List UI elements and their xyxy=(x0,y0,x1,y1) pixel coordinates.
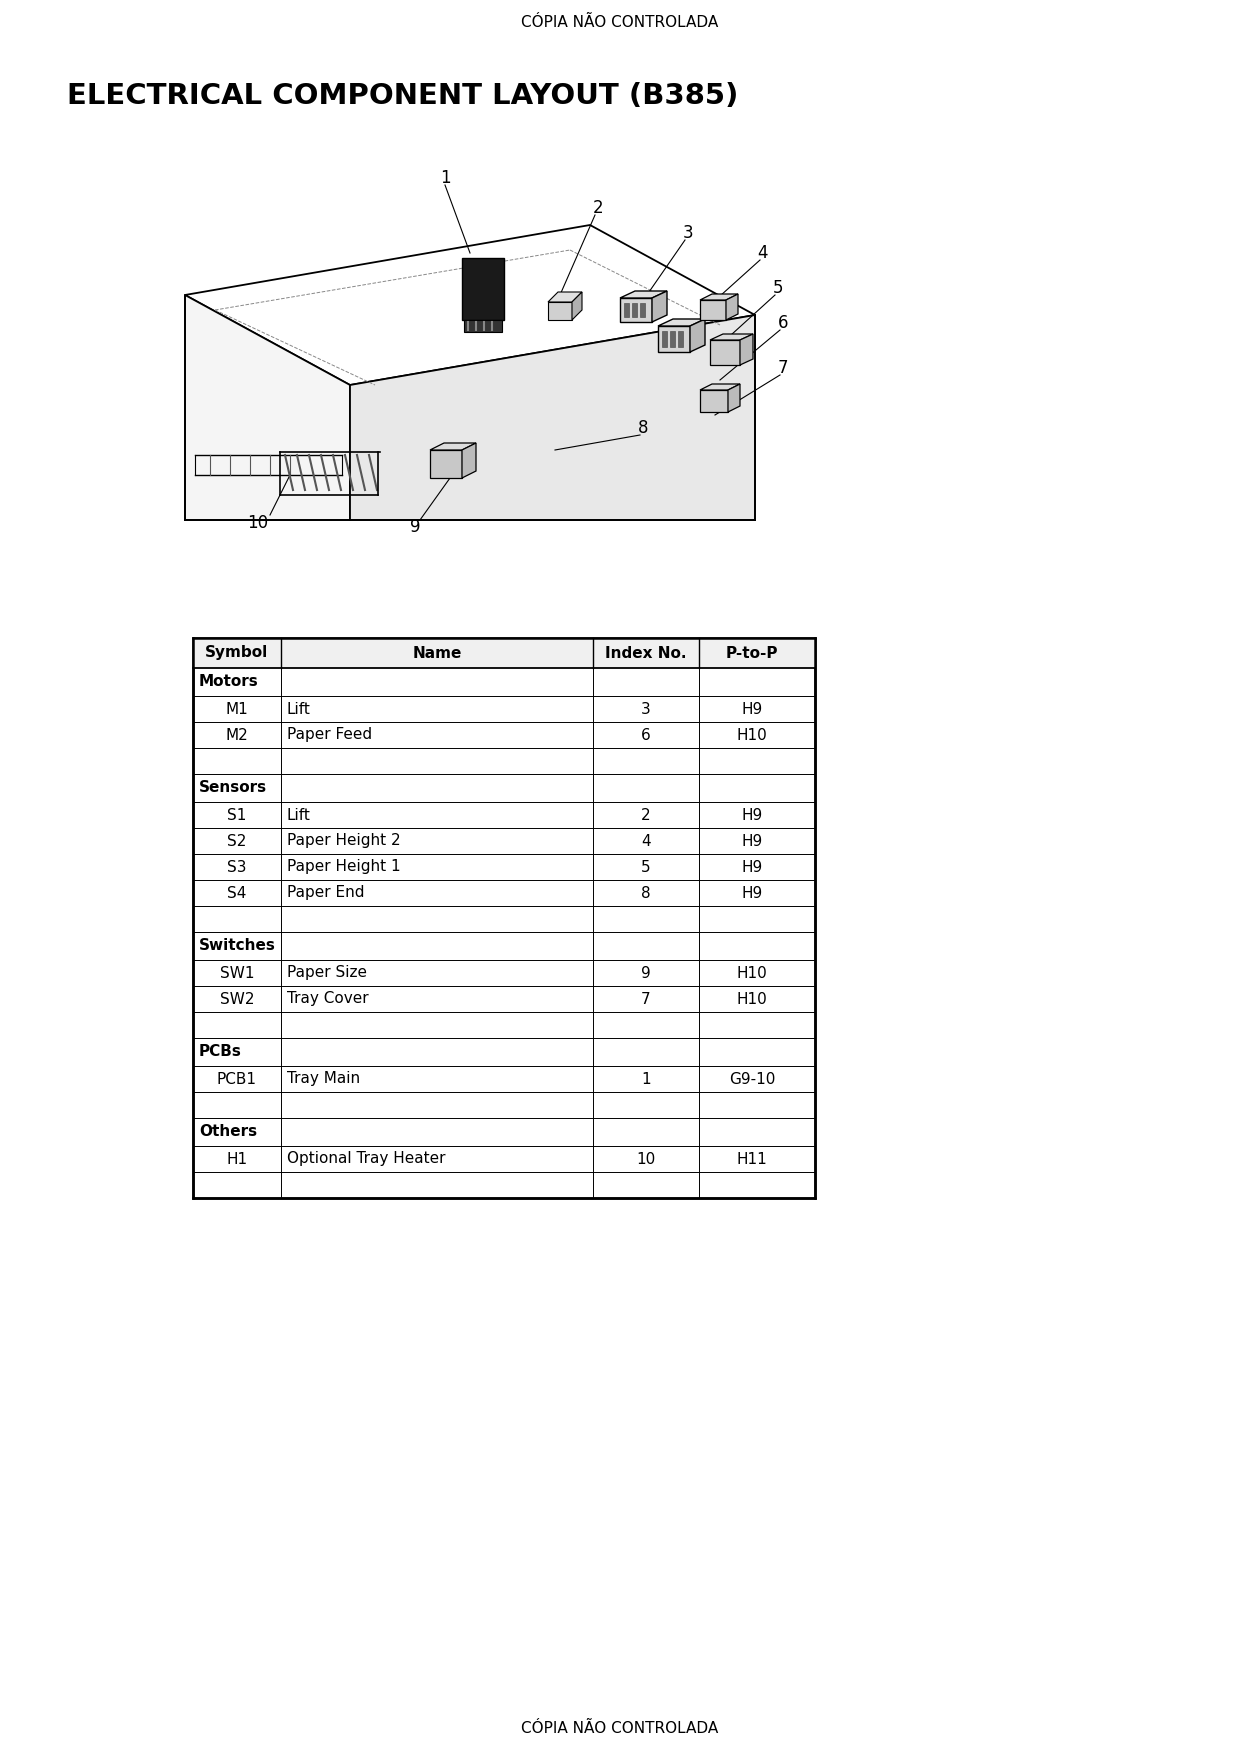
Polygon shape xyxy=(662,332,667,347)
Polygon shape xyxy=(701,384,740,389)
Text: PCB1: PCB1 xyxy=(217,1072,257,1086)
Polygon shape xyxy=(185,225,755,384)
Text: H10: H10 xyxy=(737,728,768,742)
Polygon shape xyxy=(678,332,683,347)
Polygon shape xyxy=(185,295,350,519)
Text: Paper Height 2: Paper Height 2 xyxy=(286,833,401,849)
Polygon shape xyxy=(463,444,476,479)
Text: Index No.: Index No. xyxy=(605,645,687,661)
Text: Others: Others xyxy=(198,1124,257,1140)
Text: 7: 7 xyxy=(641,991,651,1007)
Text: Tray Cover: Tray Cover xyxy=(286,991,368,1007)
Text: 6: 6 xyxy=(641,728,651,742)
Polygon shape xyxy=(430,444,476,451)
Text: 4: 4 xyxy=(641,833,651,849)
Text: 8: 8 xyxy=(641,886,651,900)
Text: Lift: Lift xyxy=(286,807,311,823)
Text: CÓPIA NÃO CONTROLADA: CÓPIA NÃO CONTROLADA xyxy=(521,1721,719,1735)
Polygon shape xyxy=(701,389,728,412)
Polygon shape xyxy=(350,316,755,519)
Text: Sensors: Sensors xyxy=(198,781,267,796)
Text: M2: M2 xyxy=(226,728,248,742)
Text: Motors: Motors xyxy=(198,675,259,689)
Text: 2: 2 xyxy=(641,807,651,823)
Polygon shape xyxy=(640,303,645,317)
Text: S3: S3 xyxy=(227,859,247,875)
Text: 1: 1 xyxy=(641,1072,651,1086)
Polygon shape xyxy=(711,333,753,340)
Polygon shape xyxy=(548,302,572,319)
Text: 6: 6 xyxy=(777,314,789,332)
Polygon shape xyxy=(652,291,667,323)
Polygon shape xyxy=(701,295,738,300)
Polygon shape xyxy=(464,319,502,332)
Text: 8: 8 xyxy=(637,419,649,437)
Polygon shape xyxy=(572,291,582,319)
Text: 5: 5 xyxy=(641,859,651,875)
Text: 3: 3 xyxy=(641,702,651,716)
Polygon shape xyxy=(711,340,740,365)
Text: 1: 1 xyxy=(440,168,450,188)
Bar xyxy=(193,638,815,668)
Text: Tray Main: Tray Main xyxy=(286,1072,360,1086)
Polygon shape xyxy=(740,333,753,365)
Text: Paper Height 1: Paper Height 1 xyxy=(286,859,401,875)
Text: Switches: Switches xyxy=(198,938,275,954)
Polygon shape xyxy=(670,332,675,347)
Text: Optional Tray Heater: Optional Tray Heater xyxy=(286,1151,445,1166)
Bar xyxy=(193,638,815,1198)
Polygon shape xyxy=(689,319,706,353)
Polygon shape xyxy=(624,303,629,317)
Polygon shape xyxy=(620,291,667,298)
Text: 3: 3 xyxy=(683,225,693,242)
Polygon shape xyxy=(430,451,463,479)
Text: H1: H1 xyxy=(227,1151,248,1166)
Text: H10: H10 xyxy=(737,965,768,980)
Polygon shape xyxy=(728,384,740,412)
Text: M1: M1 xyxy=(226,702,248,716)
Polygon shape xyxy=(620,298,652,323)
Polygon shape xyxy=(658,326,689,353)
Text: Lift: Lift xyxy=(286,702,311,716)
Polygon shape xyxy=(658,319,706,326)
Text: 9: 9 xyxy=(641,965,651,980)
Text: 10: 10 xyxy=(248,514,269,531)
Text: 4: 4 xyxy=(758,244,769,261)
Polygon shape xyxy=(701,300,725,319)
Text: Paper Feed: Paper Feed xyxy=(286,728,372,742)
Text: P-to-P: P-to-P xyxy=(725,645,779,661)
Text: 10: 10 xyxy=(636,1151,656,1166)
Text: 5: 5 xyxy=(773,279,784,296)
Text: SW1: SW1 xyxy=(219,965,254,980)
Text: H11: H11 xyxy=(737,1151,768,1166)
Text: SW2: SW2 xyxy=(219,991,254,1007)
Text: CÓPIA NÃO CONTROLADA: CÓPIA NÃO CONTROLADA xyxy=(521,14,719,30)
Text: S4: S4 xyxy=(227,886,247,900)
Text: 2: 2 xyxy=(593,198,604,217)
Text: 7: 7 xyxy=(777,360,789,377)
Text: S2: S2 xyxy=(227,833,247,849)
Text: Paper Size: Paper Size xyxy=(286,965,367,980)
Text: S1: S1 xyxy=(227,807,247,823)
Polygon shape xyxy=(725,295,738,319)
Text: H9: H9 xyxy=(742,807,763,823)
Text: H9: H9 xyxy=(742,886,763,900)
Text: H9: H9 xyxy=(742,833,763,849)
Text: H9: H9 xyxy=(742,859,763,875)
Text: ELECTRICAL COMPONENT LAYOUT (B385): ELECTRICAL COMPONENT LAYOUT (B385) xyxy=(67,82,738,111)
Text: 9: 9 xyxy=(409,517,420,537)
Polygon shape xyxy=(463,258,503,319)
Text: Name: Name xyxy=(413,645,461,661)
Text: Paper End: Paper End xyxy=(286,886,365,900)
Text: H9: H9 xyxy=(742,702,763,716)
Polygon shape xyxy=(548,291,582,302)
Text: PCBs: PCBs xyxy=(198,1044,242,1059)
Polygon shape xyxy=(632,303,637,317)
Text: H10: H10 xyxy=(737,991,768,1007)
Text: Symbol: Symbol xyxy=(206,645,269,661)
Text: G9-10: G9-10 xyxy=(729,1072,775,1086)
